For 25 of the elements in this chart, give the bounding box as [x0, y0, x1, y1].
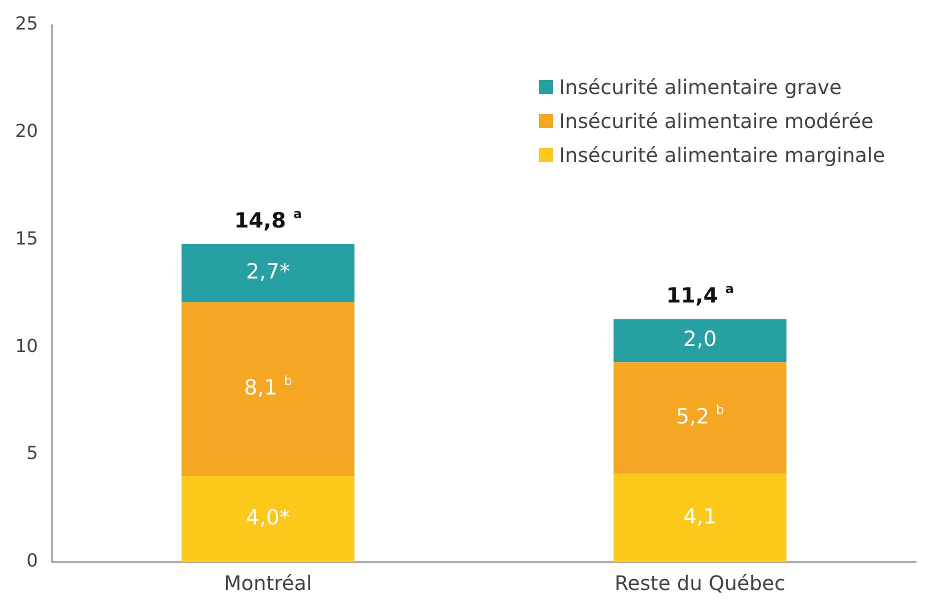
- data-label: 2,0: [683, 327, 717, 352]
- data-label: 2,7*: [246, 259, 290, 284]
- x-tick-label: Reste du Québec: [614, 571, 786, 596]
- legend-label: Insécurité alimentaire grave: [559, 75, 842, 99]
- y-tick-label: 5: [26, 443, 38, 464]
- bar: [614, 362, 786, 474]
- bar: [182, 244, 354, 302]
- legend-label: Insécurité alimentaire marginale: [559, 143, 885, 167]
- x-tick-label: Montréal: [224, 571, 312, 596]
- bar: [182, 476, 354, 562]
- legend-label: Insécurité alimentaire modérée: [559, 109, 874, 133]
- y-tick-label: 10: [15, 336, 38, 357]
- bar: [614, 319, 786, 362]
- y-tick-label: 15: [15, 228, 38, 250]
- y-tick-label: 25: [15, 13, 38, 34]
- total-label: 14,8 a: [234, 206, 302, 232]
- bar: [614, 474, 786, 562]
- data-label: 4,0*: [246, 505, 290, 530]
- total-label: 11,4 a: [666, 281, 734, 308]
- bar: [182, 302, 354, 476]
- y-tick-label: 20: [15, 120, 38, 142]
- data-label: 5,2 b: [676, 402, 724, 428]
- data-label: 4,1: [683, 504, 717, 528]
- y-tick-label: 0: [26, 550, 38, 572]
- data-label: 8,1 b: [244, 372, 292, 400]
